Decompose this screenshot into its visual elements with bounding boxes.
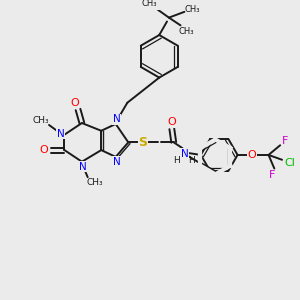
Text: CH₃: CH₃ bbox=[86, 178, 103, 187]
Text: F: F bbox=[269, 170, 276, 180]
Text: N: N bbox=[181, 149, 188, 159]
Text: CH₃: CH₃ bbox=[178, 27, 194, 36]
Text: O: O bbox=[167, 117, 176, 127]
Text: CH₃: CH₃ bbox=[142, 0, 157, 8]
Text: H: H bbox=[173, 156, 180, 165]
Text: S: S bbox=[138, 136, 147, 149]
Text: N: N bbox=[180, 150, 187, 160]
Text: F: F bbox=[282, 136, 288, 146]
Text: CH₃: CH₃ bbox=[184, 5, 200, 14]
Text: N: N bbox=[79, 161, 87, 172]
Text: H: H bbox=[188, 156, 194, 165]
Text: O: O bbox=[40, 145, 49, 155]
Text: O: O bbox=[71, 98, 80, 108]
Text: CH₃: CH₃ bbox=[33, 116, 50, 124]
Text: Cl: Cl bbox=[284, 158, 295, 168]
Text: N: N bbox=[57, 129, 64, 139]
Text: N: N bbox=[113, 157, 121, 167]
Text: N: N bbox=[113, 114, 121, 124]
Text: O: O bbox=[248, 150, 256, 160]
